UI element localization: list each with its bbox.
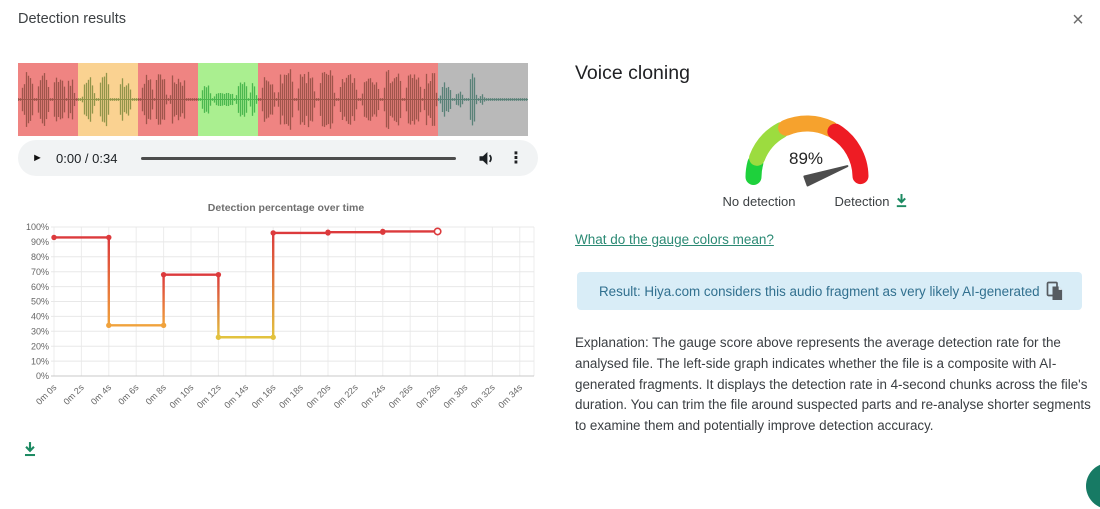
panel-heading: Voice cloning (575, 62, 690, 84)
waveform-segment-detected (18, 63, 78, 136)
svg-text:0m 30s: 0m 30s (441, 382, 469, 410)
svg-text:0%: 0% (36, 371, 49, 381)
chat-fab[interactable] (1086, 463, 1100, 509)
svg-text:0m 16s: 0m 16s (250, 382, 278, 410)
waveform-segment-detected (138, 63, 198, 136)
svg-text:0m 14s: 0m 14s (222, 382, 250, 410)
svg-text:0m 28s: 0m 28s (414, 382, 442, 410)
svg-text:40%: 40% (31, 312, 49, 322)
seek-slider[interactable] (141, 150, 456, 166)
dialog-title: Detection results (18, 11, 126, 27)
svg-text:0m 22s: 0m 22s (332, 382, 360, 410)
svg-text:0m 24s: 0m 24s (359, 382, 387, 410)
result-box: Result: Hiya.com considers this audio fr… (577, 272, 1082, 310)
svg-text:0m 10s: 0m 10s (167, 382, 195, 410)
volume-icon[interactable] (476, 148, 496, 168)
download-gauge-icon[interactable] (894, 193, 909, 213)
player-menu-icon[interactable]: ⋮ (508, 150, 524, 167)
svg-text:0m 4s: 0m 4s (89, 382, 114, 407)
svg-text:0m 26s: 0m 26s (387, 382, 415, 410)
svg-text:20%: 20% (31, 341, 49, 351)
svg-text:0m 34s: 0m 34s (496, 382, 524, 410)
svg-text:0m 12s: 0m 12s (195, 382, 223, 410)
svg-text:0m 18s: 0m 18s (277, 382, 305, 410)
svg-text:0m 8s: 0m 8s (144, 382, 169, 407)
svg-text:30%: 30% (31, 327, 49, 337)
explanation-text: Explanation: The gauge score above repre… (575, 335, 1091, 434)
gauge-right-label: Detection (834, 194, 890, 209)
svg-text:0m 20s: 0m 20s (304, 382, 332, 410)
audio-player[interactable]: ► 0:00 / 0:34 ⋮ (18, 140, 538, 176)
player-time: 0:00 / 0:34 (56, 150, 118, 166)
close-icon[interactable]: × (1072, 8, 1084, 31)
svg-text:70%: 70% (31, 267, 49, 277)
svg-text:60%: 60% (31, 282, 49, 292)
svg-text:100%: 100% (26, 222, 49, 232)
waveform-segment-no-detection (198, 63, 258, 136)
svg-text:90%: 90% (31, 237, 49, 247)
detection-gauge (745, 115, 869, 187)
result-text: Result: Hiya.com considers this audio fr… (599, 283, 1040, 299)
waveform-segment-uncertain (78, 63, 138, 136)
waveform (18, 63, 528, 136)
svg-text:Detection percentage over time: Detection percentage over time (208, 202, 365, 214)
gauge-left-label: No detection (722, 194, 796, 209)
waveform-segment-detected (258, 63, 438, 136)
waveform-segment-unanalysed (438, 63, 528, 136)
gauge-colors-link[interactable]: What do the gauge colors mean? (575, 232, 774, 247)
svg-text:50%: 50% (31, 297, 49, 307)
svg-text:0m 2s: 0m 2s (61, 382, 86, 407)
svg-text:80%: 80% (31, 252, 49, 262)
play-icon[interactable]: ► (32, 152, 43, 164)
svg-text:10%: 10% (31, 356, 49, 366)
svg-text:0m 6s: 0m 6s (116, 382, 141, 407)
download-chart-icon[interactable] (22, 441, 38, 462)
svg-text:0m 32s: 0m 32s (469, 382, 497, 410)
detection-percentage-chart: 0%10%20%30%40%50%60%70%80%90%100%0m 0s 0m… (26, 202, 535, 410)
svg-text:0m 0s: 0m 0s (34, 382, 59, 407)
copy-icon[interactable] (1046, 281, 1064, 302)
gauge-value: 89% (788, 149, 824, 168)
